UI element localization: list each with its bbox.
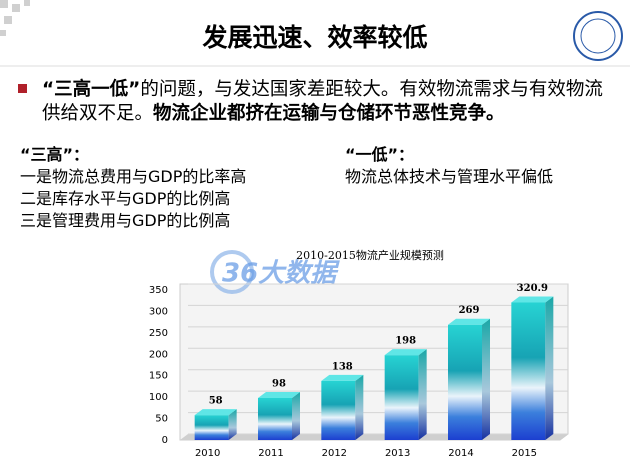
x-tick-label: 2010 <box>195 448 220 459</box>
bar-top <box>448 318 490 325</box>
left-heading: “三高”： <box>20 145 90 164</box>
data-label: 198 <box>395 336 416 347</box>
bar <box>384 355 419 440</box>
decoration <box>0 0 30 36</box>
left-line: 三是管理费用与GDP的比例高 <box>20 211 231 230</box>
y-tick-label: 300 <box>149 306 168 317</box>
data-label: 320.9 <box>517 283 548 294</box>
y-tick-label: 250 <box>149 328 168 339</box>
bar-side <box>228 409 237 440</box>
bar-side <box>545 296 554 440</box>
y-tick-label: 0 <box>162 435 168 446</box>
bar-top <box>194 409 237 416</box>
right-heading: “一低”： <box>345 145 415 164</box>
watermark-icon <box>210 250 254 294</box>
bar <box>321 380 356 440</box>
bar-side <box>418 349 427 440</box>
bar <box>448 324 482 440</box>
bullet-marker <box>18 84 27 93</box>
bar-top <box>384 349 427 356</box>
left-line: 二是库存水平与GDP的比例高 <box>20 189 231 208</box>
data-label: 58 <box>209 396 223 407</box>
chart-title: 2010-2015物流产业规模预测 <box>296 248 444 262</box>
right-column: “一低”： 物流总体技术与管理水平偏低 <box>345 144 553 188</box>
bar-top <box>511 296 554 303</box>
x-tick-label: 2015 <box>512 448 537 459</box>
plot-wall <box>179 283 569 441</box>
logo <box>573 11 623 61</box>
x-tick-label: 2011 <box>258 448 283 459</box>
x-tick-label: 2014 <box>448 448 473 459</box>
left-column: “三高”： 一是物流总费用与GDP的比率高 二是库存水平与GDP的比例高 三是管… <box>20 144 246 232</box>
bullet-emphasis: 物流企业都挤在运输与仓储环节恶性竞争。 <box>153 103 505 124</box>
data-label: 98 <box>272 379 286 390</box>
y-tick-label: 100 <box>149 392 168 403</box>
bar-side <box>355 374 364 440</box>
bar <box>194 415 229 440</box>
x-tick-label: 2013 <box>385 448 410 459</box>
logo <box>580 18 616 54</box>
y-tick-label: 200 <box>149 349 168 360</box>
bullet-text: “三高一低”的问题，与发达国家差距较大。有效物流需求与有效物流供给双不足。物流企… <box>42 78 612 126</box>
plot-floor <box>180 434 568 440</box>
bar-top <box>321 374 364 381</box>
y-tick-label: 50 <box>155 414 168 425</box>
bar <box>511 302 546 440</box>
bar-side <box>482 318 490 440</box>
data-label: 138 <box>332 361 353 372</box>
y-tick-label: 350 <box>149 285 168 296</box>
bar <box>258 398 292 440</box>
bar-top <box>258 392 300 398</box>
slide-title: 发展迅速、效率较低 <box>202 23 428 52</box>
bar-side <box>292 392 300 440</box>
y-tick-label: 150 <box>149 371 168 382</box>
x-tick-label: 2012 <box>322 448 347 459</box>
bullet-lead: “三高一低” <box>42 79 141 100</box>
left-line: 一是物流总费用与GDP的比率高 <box>20 167 247 186</box>
data-label: 269 <box>459 305 480 316</box>
bullet-body: 的问题，与发达国家差距较大。有效物流需求与有效物流供给双不足。 <box>42 79 603 124</box>
right-line: 物流总体技术与管理水平偏低 <box>345 167 554 186</box>
